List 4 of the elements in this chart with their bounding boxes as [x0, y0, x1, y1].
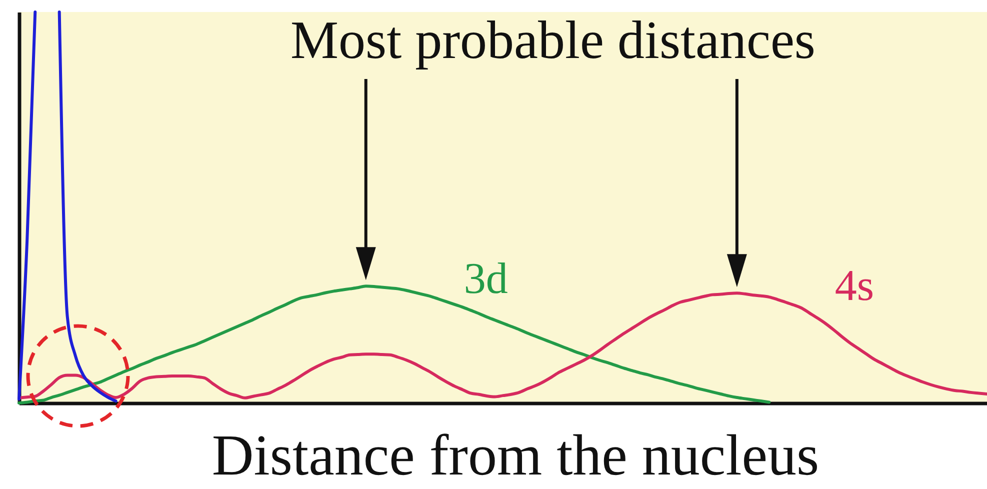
- x-axis-title: Distance from the nucleus: [212, 422, 820, 488]
- annotation: Most probable distances: [290, 10, 816, 70]
- series-label: 3d: [464, 254, 508, 304]
- series-label: 4s: [834, 261, 874, 310]
